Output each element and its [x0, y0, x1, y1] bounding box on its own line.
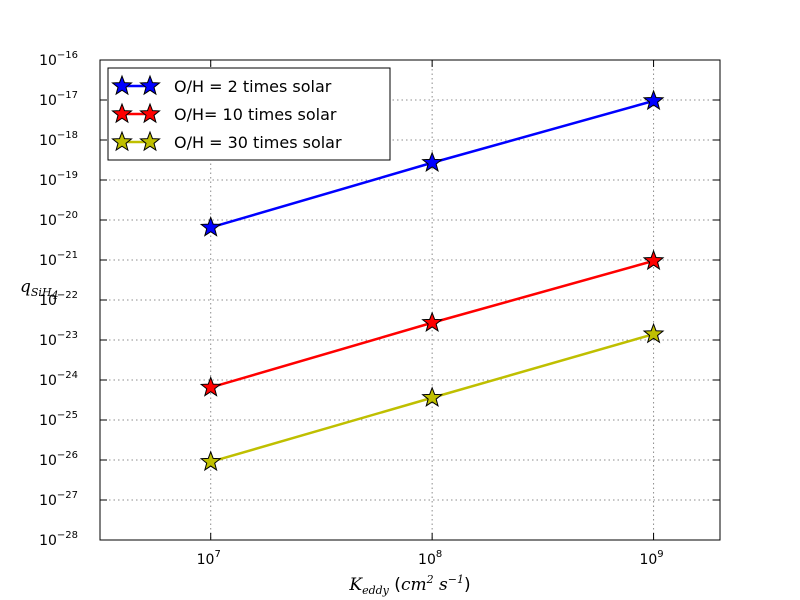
y-tick-label: 10−22: [39, 290, 78, 309]
legend-label-2: O/H= 10 times solar: [174, 105, 337, 124]
legend-entries: O/H = 2 times solar O/H= 10 times solar O/…: [111, 74, 342, 152]
y-tick-label: 10−27: [39, 490, 78, 509]
series-3-point: [199, 450, 222, 472]
series-2-point: [199, 376, 222, 397]
legend-marker-1: [139, 74, 161, 96]
series-3-point: [421, 386, 444, 407]
series-1-point: [642, 89, 665, 111]
y-tick-label: 10−16: [39, 50, 78, 69]
y-tick-label: 10−24: [39, 370, 78, 389]
legend-marker-3: [139, 130, 161, 152]
x-tick-label: 108: [418, 549, 442, 568]
y-axis-label: qSiH4: [20, 277, 59, 302]
series-2-point: [642, 249, 665, 271]
legend-label-1: O/H = 2 times solar: [174, 77, 332, 96]
series-3-point: [642, 322, 665, 344]
legend-marker-3: [111, 130, 133, 152]
y-tick-label: 10−17: [39, 90, 78, 109]
legend-label-3: O/H = 30 times solar: [174, 133, 342, 152]
legend: O/H = 2 times solar O/H= 10 times solar O/…: [107, 67, 391, 161]
y-tick-label: 10−21: [39, 250, 78, 269]
tick-labels: 107 108 109 10−16 10−17 10−18 10−19 10−20 10−21 1…: [39, 50, 664, 568]
x-axis-label: Keddy (cm2 s−1): [348, 573, 470, 597]
y-tick-label: 10−26: [39, 450, 78, 469]
legend-marker-1: [111, 74, 133, 96]
y-tick-label: 10−20: [39, 210, 78, 229]
y-tick-label: 10−28: [39, 530, 78, 549]
y-tick-label: 10−23: [39, 330, 78, 349]
legend-marker-2: [139, 102, 161, 124]
legend-marker-2: [111, 102, 133, 124]
y-tick-label: 10−18: [39, 130, 78, 149]
y-tick-label: 10−19: [39, 170, 78, 189]
tick-marks: [100, 59, 720, 541]
grid-layer: [100, 60, 720, 540]
series-1-point: [421, 151, 444, 172]
y-tick-label: 10−25: [39, 410, 78, 429]
x-tick-label: 107: [197, 549, 221, 568]
series-2-point: [421, 311, 444, 332]
series-1-point: [199, 216, 222, 237]
x-tick-label: 109: [639, 549, 663, 568]
series-markers: [199, 89, 665, 472]
